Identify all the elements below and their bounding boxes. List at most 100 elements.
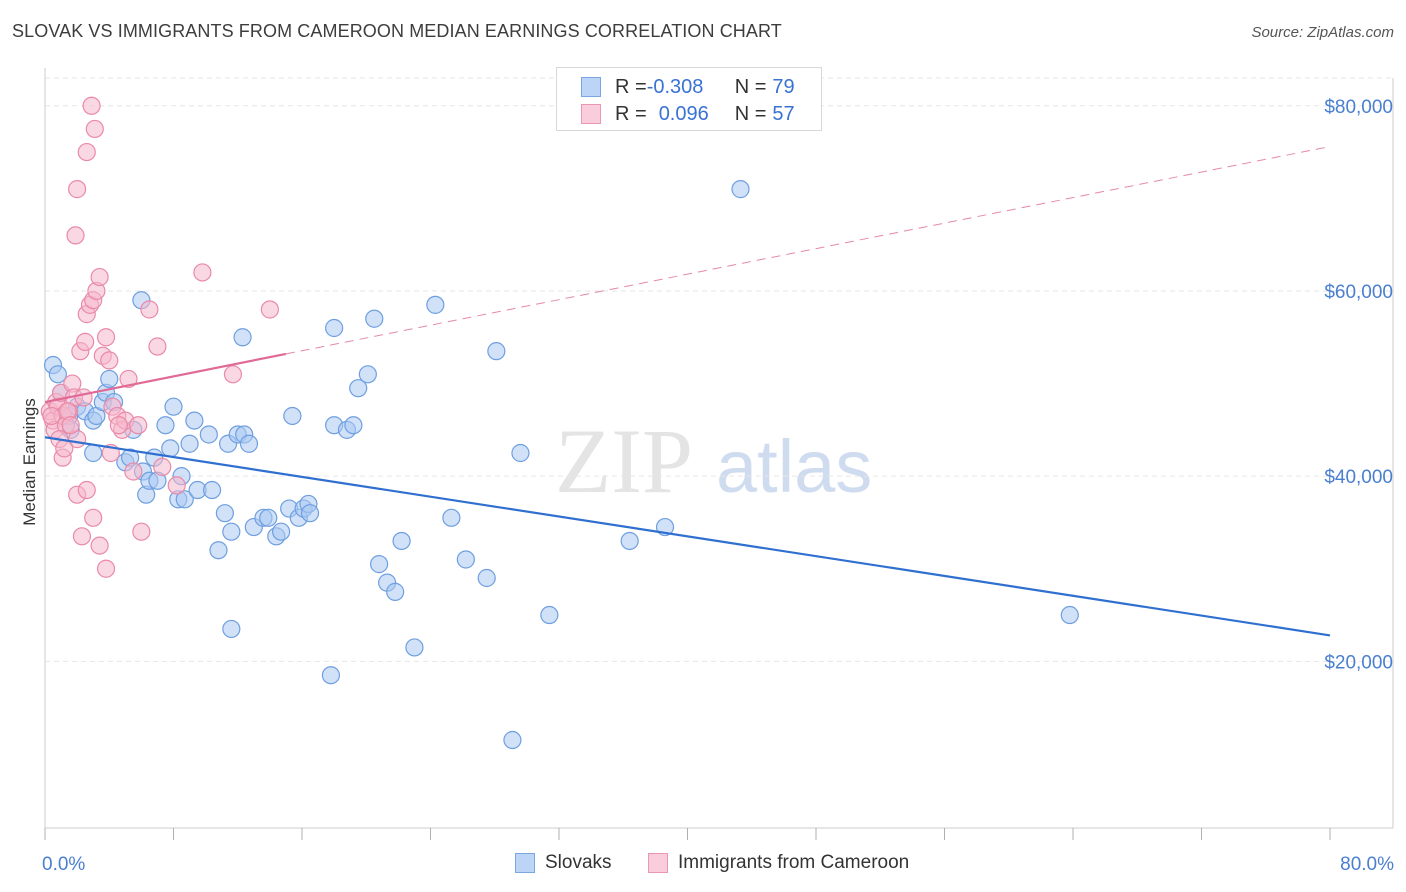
legend-label: Immigrants from Cameroon [678, 852, 910, 873]
slovaks-point [487, 342, 506, 361]
slovaks-point [222, 522, 241, 541]
slovaks-point [456, 550, 475, 569]
watermark-zip: ZIP [555, 410, 693, 512]
cameroon-point [42, 406, 61, 426]
legend-item-cameroon: Immigrants from Cameroon [648, 852, 909, 874]
slovaks-point [156, 416, 175, 435]
slovaks-point [48, 365, 67, 384]
cameroon-point [124, 462, 143, 481]
slovaks-point [344, 416, 363, 435]
cameroon-point [82, 96, 101, 115]
legend-label: Slovaks [545, 852, 612, 873]
slovaks-point [426, 295, 445, 314]
r-value: 0.096 [658, 102, 709, 125]
legend-row-cameroon: R = 0.096 N = 57 [581, 100, 795, 128]
cameroon-point [66, 226, 85, 245]
r-value: -0.308 [646, 75, 704, 98]
cameroon-point [77, 480, 96, 500]
x-tick-label-max: 80.0% [1340, 854, 1394, 875]
slovaks-point [164, 397, 183, 416]
slovaks-point [325, 318, 344, 338]
n-value: 57 [772, 102, 795, 125]
slovaks-point [283, 406, 302, 426]
slovaks-point [161, 439, 180, 458]
slovaks-point [175, 490, 194, 509]
cameroon-point [74, 388, 93, 407]
slovaks-point [199, 425, 218, 444]
cameroon-point [223, 365, 243, 384]
slovaks-point [503, 730, 522, 750]
pink-swatch [581, 104, 601, 124]
cameroon-point [72, 527, 92, 546]
slovaks-point [349, 379, 368, 398]
n-label: N = [734, 102, 767, 125]
slovaks-point [511, 443, 530, 463]
cameroon-point [76, 332, 95, 351]
correlation-legend: R = -0.308 N = 79 R = 0.096 N = 57 [556, 67, 822, 131]
slovaks-point [405, 638, 424, 657]
cameroon-point [167, 476, 186, 495]
blue-swatch [581, 77, 601, 97]
cameroon-point [84, 508, 103, 527]
cameroon-point [68, 180, 87, 199]
cameroon-point [119, 369, 138, 389]
chart-title: SLOVAK VS IMMIGRANTS FROM CAMEROON MEDIA… [12, 21, 782, 41]
slovaks-point [259, 508, 278, 527]
cameroon-point [140, 300, 159, 319]
slovaks-point [233, 328, 252, 347]
slovaks-point [215, 504, 234, 523]
cameroon-point [96, 328, 116, 347]
cameroon-trend-line [285, 146, 1331, 355]
slovaks-point [321, 666, 341, 685]
trend-lines [44, 146, 1331, 637]
slovaks-point [222, 619, 241, 639]
cameroon-trend-line [44, 352, 287, 404]
slovaks-point [365, 309, 384, 328]
slovaks-point [300, 504, 320, 523]
y-tick-label: $40,000 [1324, 467, 1393, 488]
cameroon-point [132, 522, 151, 541]
gridlines [45, 77, 1393, 662]
r-label: R = [615, 102, 647, 125]
cameroon-point [148, 337, 167, 356]
n-value: 79 [772, 75, 795, 98]
watermark-atlas: atlas [716, 425, 872, 508]
blue-swatch [515, 853, 535, 873]
slovaks-point [386, 582, 405, 601]
slovaks-point [620, 531, 639, 551]
y-tick-label: $20,000 [1324, 652, 1393, 673]
cameroon-point [260, 300, 279, 319]
slovaks-trend-line [44, 436, 1331, 637]
slovaks-point [180, 434, 199, 453]
cameroon-point [129, 416, 148, 435]
watermark: ZIP atlas [555, 410, 872, 512]
slovaks-point [442, 508, 461, 527]
source-credit: Source: ZipAtlas.com [1251, 24, 1394, 41]
slovaks-point [239, 434, 259, 453]
n-label: N = [734, 75, 767, 98]
tick-labels: $20,000 $40,000 $60,000 $80,000 0.0% 80.0% [42, 97, 1394, 875]
legend-row-slovaks: R = -0.308 N = 79 [581, 73, 795, 101]
cameroon-point [77, 142, 96, 162]
axes [44, 68, 1394, 840]
cameroon-point [193, 263, 212, 282]
y-tick-label: $80,000 [1324, 97, 1393, 118]
pink-swatch [648, 853, 668, 873]
slovaks-point [540, 605, 559, 625]
slovaks-point [100, 369, 119, 389]
cameroon-point [96, 559, 116, 578]
cameroon-point [90, 267, 109, 287]
slovaks-point [209, 541, 228, 560]
cameroon-point [109, 416, 128, 435]
cameroon-point [85, 119, 104, 139]
slovaks-point [358, 365, 377, 384]
y-axis-label: Median Earnings [20, 398, 39, 526]
cameroon-point [61, 416, 80, 435]
cameroon-point [100, 351, 119, 370]
slovaks-point [272, 522, 291, 541]
legend-item-slovaks: Slovaks [515, 852, 612, 874]
slovaks-point [477, 568, 496, 588]
r-label: R = [615, 75, 647, 98]
slovaks-point [731, 180, 750, 199]
